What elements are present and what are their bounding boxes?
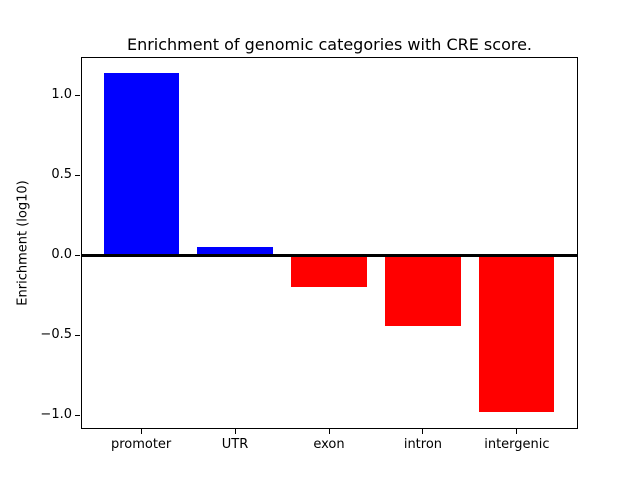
- x-tick-label-intron: intron: [403, 437, 443, 452]
- y-tick-0.5: [75, 174, 80, 176]
- bar-intergenic: [479, 255, 555, 412]
- x-tick-label-UTR: UTR: [221, 437, 249, 452]
- bar-UTR: [197, 247, 273, 256]
- y-tick-−0.5: [75, 334, 80, 336]
- zero-line: [82, 253, 577, 257]
- y-tick-label-−1.0: −1.0: [40, 407, 72, 423]
- y-tick-label-0.0: 0.0: [51, 247, 72, 263]
- x-tick-UTR: [234, 429, 236, 434]
- bar-exon: [291, 255, 367, 288]
- x-tick-intron: [422, 429, 424, 434]
- x-tick-exon: [328, 429, 330, 434]
- x-tick-promoter: [140, 429, 142, 434]
- y-tick-label-0.5: 0.5: [51, 167, 72, 183]
- y-tick-1.0: [75, 94, 80, 96]
- bar-promoter: [103, 72, 179, 256]
- x-tick-label-promoter: promoter: [110, 437, 172, 452]
- y-tick-label-1.0: 1.0: [51, 87, 72, 103]
- y-axis-label: Enrichment (log10): [15, 180, 31, 306]
- y-tick-0.0: [75, 254, 80, 256]
- y-tick-−1.0: [75, 414, 80, 416]
- x-tick-label-exon: exon: [313, 437, 345, 452]
- chart-title: Enrichment of genomic categories with CR…: [126, 35, 533, 54]
- bar-intron: [385, 255, 461, 326]
- x-tick-label-intergenic: intergenic: [484, 437, 550, 452]
- y-tick-label-−0.5: −0.5: [40, 327, 72, 343]
- x-tick-intergenic: [516, 429, 518, 434]
